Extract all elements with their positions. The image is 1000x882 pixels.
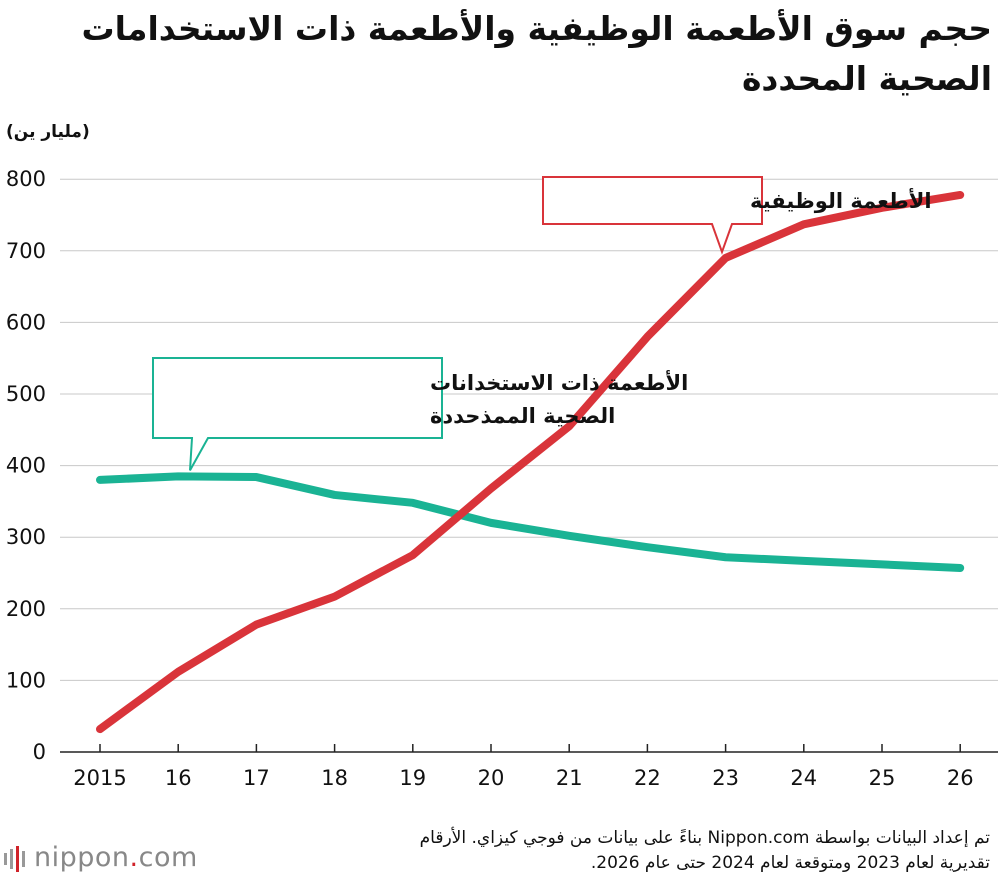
logo-bars-icon xyxy=(4,845,25,872)
y-tick-label: 300 xyxy=(6,525,46,549)
y-axis-unit-label: (مليار ين) xyxy=(6,122,90,142)
y-tick-label: 600 xyxy=(6,310,46,334)
logo-suffix: com xyxy=(138,842,198,873)
series-line-functional-foods xyxy=(96,190,965,734)
x-tick-label: 25 xyxy=(869,766,896,790)
callout-label-line: الصحية الممذحددة xyxy=(430,404,615,428)
logo-name: nippon xyxy=(34,842,130,873)
grid-lines xyxy=(60,178,998,753)
x-tick-label: 22 xyxy=(634,766,661,790)
y-tick-label: 0 xyxy=(33,740,46,764)
chart-title: حجم سوق الأطعمة الوظيفية والأطعمة ذات ال… xyxy=(81,9,992,98)
x-tick-label: 20 xyxy=(478,766,505,790)
x-tick-label: 2015 xyxy=(73,766,126,790)
source-note: تم إعداد البيانات بواسطة Nippon.com بناء… xyxy=(250,826,990,876)
x-tick-label: 16 xyxy=(165,766,192,790)
x-tick-label: 18 xyxy=(321,766,348,790)
x-tick-label: 23 xyxy=(712,766,739,790)
series-lines xyxy=(96,190,965,734)
callout-box xyxy=(542,176,763,255)
callout-label-line: الأطعمة ذات الاستخدانات xyxy=(430,369,688,395)
y-tick-label: 800 xyxy=(6,167,46,191)
y-tick-label: 200 xyxy=(6,597,46,621)
x-tick-labels: 2015 16 17 18 19 20 21 22 23 24 25 26 xyxy=(73,766,973,790)
x-tick-label: 17 xyxy=(243,766,270,790)
series-line-health-foods xyxy=(96,472,965,572)
callout-label: الأطعمة الوظيفية xyxy=(750,187,932,213)
x-tick-label: 19 xyxy=(399,766,426,790)
callout-functional-foods: الأطعمة الوظيفية xyxy=(542,176,932,255)
callout-box xyxy=(152,357,443,471)
nippon-logo: nippon.com xyxy=(4,842,198,873)
logo-dot: . xyxy=(129,842,139,873)
y-tick-labels: 0 100 200 300 400 500 600 700 800 xyxy=(6,167,46,764)
x-tick-label: 21 xyxy=(556,766,583,790)
y-tick-label: 400 xyxy=(6,454,46,478)
y-tick-label: 100 xyxy=(6,668,46,692)
y-tick-label: 500 xyxy=(6,382,46,406)
source-line-2: تقديرية لعام 2023 ومتوقعة لعام 2024 حتى … xyxy=(590,853,990,873)
x-tick-label: 26 xyxy=(947,766,974,790)
source-line-1: تم إعداد البيانات بواسطة Nippon.com بناء… xyxy=(419,828,990,848)
callout-health-foods: الأطعمة ذات الاستخدانات الصحية الممذحددة xyxy=(152,357,688,471)
y-tick-label: 700 xyxy=(6,239,46,263)
x-tick-label: 24 xyxy=(790,766,817,790)
